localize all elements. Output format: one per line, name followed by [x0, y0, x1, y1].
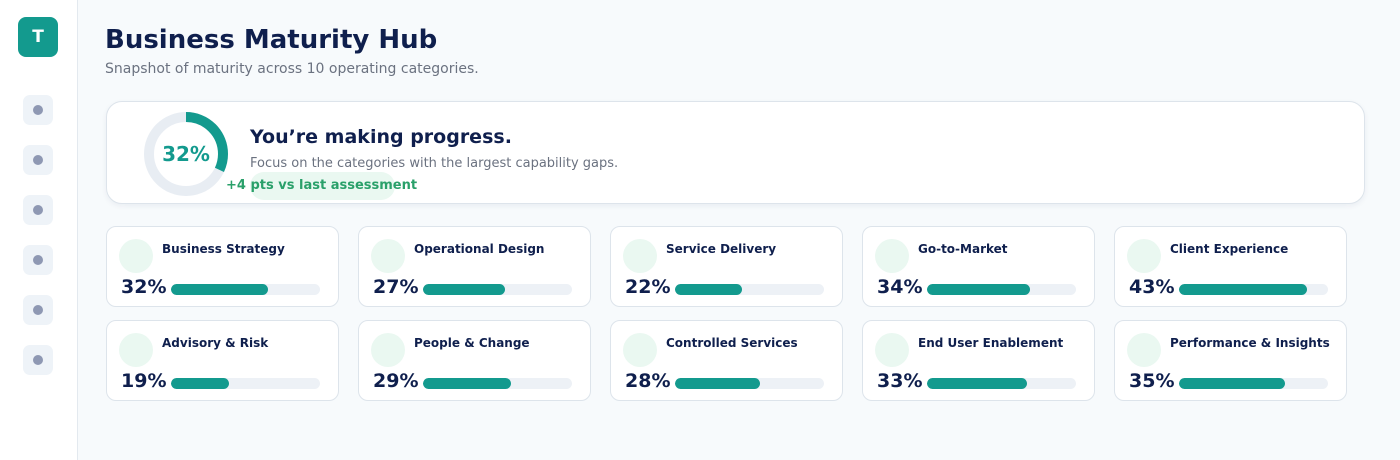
category-card-operational-design[interactable]: Operational Design 27% — [358, 226, 591, 307]
category-name: Operational Design — [414, 242, 545, 256]
category-progress-track — [1179, 284, 1328, 295]
category-name: Client Experience — [1170, 242, 1289, 256]
delta-badge — [250, 172, 395, 200]
sidebar: T — [0, 0, 78, 460]
category-icon — [119, 239, 153, 273]
category-icon — [623, 333, 657, 367]
category-name: Go-to-Market — [918, 242, 1008, 256]
category-percent: 35% — [1129, 370, 1175, 392]
dot-icon — [33, 155, 43, 165]
page-title: Business Maturity Hub — [105, 25, 438, 55]
summary-title: You’re making progress. — [250, 126, 512, 148]
category-progress-track — [927, 378, 1076, 389]
progress-ring — [144, 112, 228, 196]
dot-icon — [33, 355, 43, 365]
category-progress-track — [171, 378, 320, 389]
category-card-go-to-market[interactable]: Go-to-Market 34% — [862, 226, 1095, 307]
category-card-performance-insights[interactable]: Performance & Insights 35% — [1114, 320, 1347, 401]
sidebar-item-1[interactable] — [23, 95, 53, 125]
category-percent: 33% — [877, 370, 923, 392]
category-name: Performance & Insights — [1170, 336, 1330, 350]
category-percent: 28% — [625, 370, 671, 392]
category-progress-track — [423, 378, 572, 389]
dot-icon — [33, 305, 43, 315]
dot-icon — [33, 255, 43, 265]
category-name: Advisory & Risk — [162, 336, 269, 350]
sidebar-item-2[interactable] — [23, 145, 53, 175]
sidebar-item-5[interactable] — [23, 295, 53, 325]
logo[interactable]: T — [18, 17, 58, 57]
category-name: Business Strategy — [162, 242, 285, 256]
category-icon — [1127, 239, 1161, 273]
category-icon — [1127, 333, 1161, 367]
category-progress-track — [675, 378, 824, 389]
category-percent: 32% — [121, 276, 167, 298]
category-icon — [371, 239, 405, 273]
summary-card: 32% You’re making progress. Focus on the… — [106, 101, 1365, 204]
category-progress-fill — [171, 378, 230, 389]
category-progress-track — [1179, 378, 1328, 389]
dot-icon — [33, 205, 43, 215]
sidebar-item-3[interactable] — [23, 195, 53, 225]
category-progress-fill — [675, 284, 743, 295]
category-icon — [119, 333, 153, 367]
category-progress-fill — [1179, 378, 1285, 389]
category-progress-fill — [423, 378, 511, 389]
category-name: People & Change — [414, 336, 530, 350]
page-subtitle: Snapshot of maturity across 10 operating… — [105, 61, 479, 77]
category-card-controlled-services[interactable]: Controlled Services 28% — [610, 320, 843, 401]
category-name: End User Enablement — [918, 336, 1064, 350]
category-card-people-change[interactable]: People & Change 29% — [358, 320, 591, 401]
category-icon — [371, 333, 405, 367]
category-percent: 29% — [373, 370, 419, 392]
category-percent: 34% — [877, 276, 923, 298]
category-card-client-experience[interactable]: Client Experience 43% — [1114, 226, 1347, 307]
category-progress-track — [927, 284, 1076, 295]
category-progress-track — [423, 284, 572, 295]
category-name: Controlled Services — [666, 336, 798, 350]
category-progress-fill — [423, 284, 505, 295]
overall-score: 32% — [162, 142, 210, 166]
category-progress-track — [675, 284, 824, 295]
category-icon — [875, 239, 909, 273]
category-progress-fill — [675, 378, 760, 389]
category-icon — [623, 239, 657, 273]
category-percent: 22% — [625, 276, 671, 298]
progress-ring-arc — [144, 112, 228, 196]
dot-icon — [33, 105, 43, 115]
category-progress-fill — [927, 378, 1027, 389]
category-name: Service Delivery — [666, 242, 777, 256]
summary-text: Focus on the categories with the largest… — [250, 156, 619, 171]
category-progress-fill — [171, 284, 268, 295]
delta-text: +4 pts vs last assessment — [226, 178, 418, 193]
category-progress-track — [171, 284, 320, 295]
category-percent: 43% — [1129, 276, 1175, 298]
sidebar-item-4[interactable] — [23, 245, 53, 275]
category-percent: 19% — [121, 370, 167, 392]
category-card-advisory-risk[interactable]: Advisory & Risk 19% — [106, 320, 339, 401]
sidebar-item-6[interactable] — [23, 345, 53, 375]
category-progress-fill — [927, 284, 1030, 295]
category-progress-fill — [1179, 284, 1308, 295]
category-card-service-delivery[interactable]: Service Delivery 22% — [610, 226, 843, 307]
category-percent: 27% — [373, 276, 419, 298]
category-card-business-strategy[interactable]: Business Strategy 32% — [106, 226, 339, 307]
category-icon — [875, 333, 909, 367]
category-card-end-user-enablement[interactable]: End User Enablement 33% — [862, 320, 1095, 401]
